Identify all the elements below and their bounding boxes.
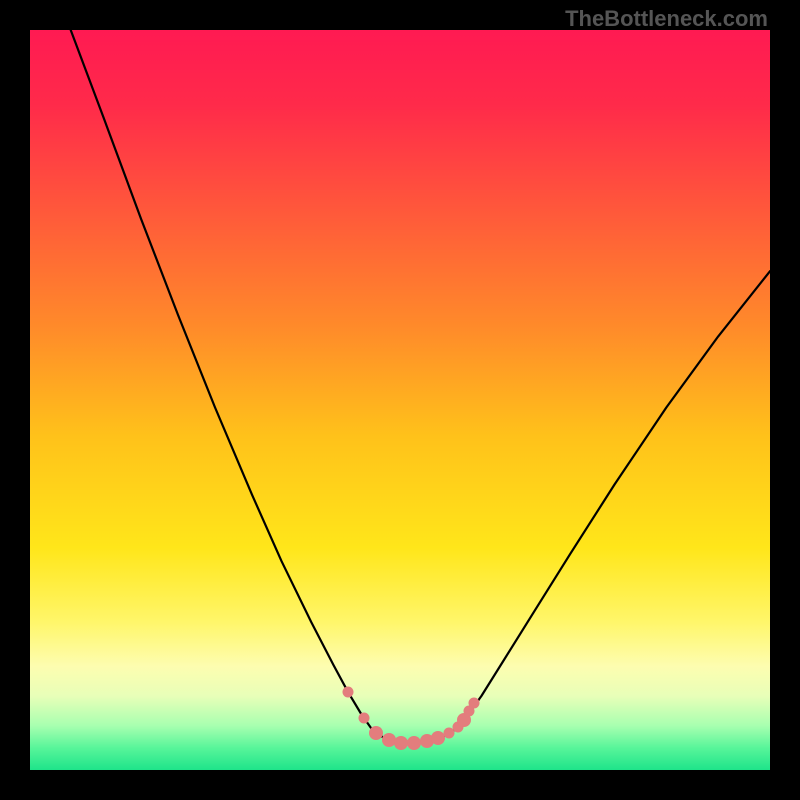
curve-marker <box>343 687 354 698</box>
watermark-text: TheBottleneck.com <box>565 6 768 32</box>
curve-marker <box>469 698 480 709</box>
curve-marker <box>359 713 370 724</box>
chart-outer-frame: TheBottleneck.com <box>0 0 800 800</box>
markers-layer <box>30 30 770 770</box>
plot-area <box>30 30 770 770</box>
